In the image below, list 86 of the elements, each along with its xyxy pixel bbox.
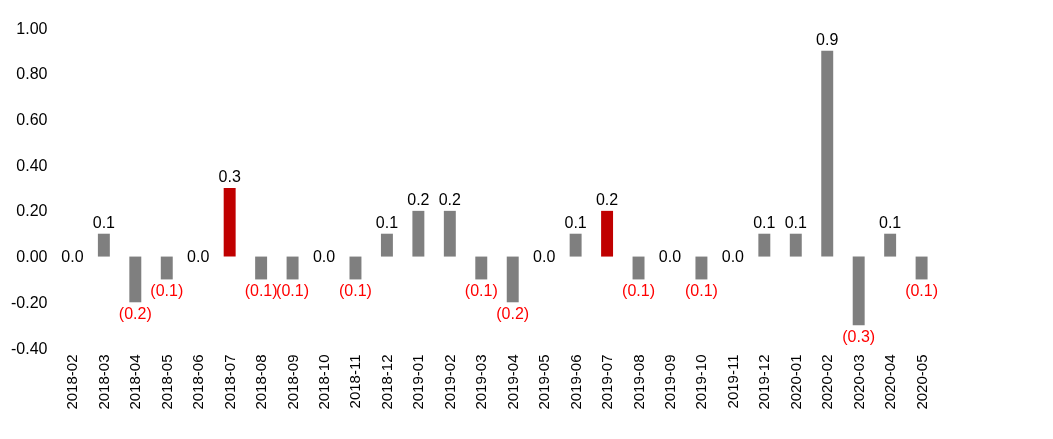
bar: [884, 233, 897, 257]
x-tick-label: 2019-11: [723, 354, 741, 409]
bar: [852, 256, 865, 326]
x-tick-label: 2018-09: [283, 354, 301, 410]
bar: [601, 210, 614, 257]
x-tick-label: 2019-12: [755, 354, 773, 410]
y-tick-label: 1.00: [16, 19, 48, 37]
bar: [821, 50, 834, 257]
data-label: 0.2: [595, 190, 619, 208]
y-tick-label: 0.20: [16, 202, 48, 220]
bar: [758, 233, 771, 257]
x-tick-label: 2018-11: [346, 354, 364, 409]
bar: [789, 233, 802, 257]
bar: [223, 188, 236, 257]
data-label: 0.1: [375, 213, 399, 231]
data-label: (0.1): [244, 282, 278, 300]
x-tick-label: 2020-05: [912, 354, 930, 410]
x-tick-label: 2020-04: [881, 354, 899, 410]
bar: [349, 256, 362, 280]
data-label: (0.1): [464, 282, 498, 300]
data-label: (0.2): [118, 305, 152, 323]
bar: [286, 256, 299, 280]
x-tick-label: 2018-04: [126, 354, 144, 410]
data-label: (0.1): [339, 282, 372, 300]
x-tick-label: 2018-12: [377, 354, 395, 410]
data-label: 0.1: [879, 213, 902, 231]
bar: [412, 210, 425, 257]
x-tick-label: 2018-10: [315, 354, 333, 410]
data-label: (0.3): [842, 328, 876, 346]
x-tick-label: 2018-08: [252, 354, 270, 410]
x-tick-label: 2020-02: [818, 354, 836, 410]
x-tick-label: 2018-05: [157, 354, 175, 410]
x-tick-label: 2019-09: [660, 354, 678, 410]
data-label: 0.1: [784, 213, 807, 231]
data-label: 0.0: [312, 247, 336, 265]
x-tick-label: 2019-01: [409, 354, 427, 410]
bar: [380, 233, 393, 257]
data-label: (0.1): [905, 282, 939, 300]
data-label: 0.0: [658, 247, 682, 265]
data-label: 0.2: [407, 190, 430, 208]
data-label: 0.0: [61, 247, 84, 265]
data-label: 0.3: [218, 168, 241, 185]
data-label: 0.1: [92, 213, 116, 231]
data-label: (0.1): [276, 282, 310, 300]
x-tick-label: 2019-03: [472, 354, 490, 410]
x-tick-label: 2019-07: [598, 354, 616, 410]
data-label: 0.0: [721, 247, 745, 265]
x-tick-label: 2019-08: [629, 354, 647, 410]
x-tick-label: 2019-06: [566, 354, 584, 410]
y-tick-label: -0.20: [11, 293, 48, 311]
data-label: (0.1): [684, 282, 718, 300]
x-tick-label: 2020-03: [849, 354, 867, 410]
data-label: 0.0: [533, 247, 556, 265]
bar: [255, 256, 268, 280]
y-tick-label: -0.40: [11, 339, 48, 357]
x-tick-label: 2018-02: [63, 354, 81, 410]
bar: [443, 210, 456, 257]
data-label: 0.1: [753, 213, 776, 231]
y-tick-label: 0.40: [16, 156, 48, 174]
x-tick-label: 2019-05: [535, 354, 553, 410]
bar: [569, 233, 582, 257]
x-tick-label: 2018-03: [94, 354, 112, 410]
bar: [506, 256, 519, 303]
data-label: 0.0: [187, 247, 210, 265]
data-label: 0.2: [438, 190, 462, 208]
data-label: (0.1): [622, 282, 655, 300]
data-label: 0.9: [816, 30, 839, 48]
bar: [160, 256, 173, 280]
bar: [632, 256, 645, 280]
bar: [915, 256, 928, 280]
x-tick-label: 2018-06: [189, 354, 207, 410]
x-tick-label: 2020-01: [786, 354, 804, 410]
y-tick-label: 0.60: [16, 110, 48, 128]
x-tick-label: 2019-10: [692, 354, 710, 410]
data-label: (0.1): [150, 282, 184, 300]
bar: [695, 256, 708, 280]
x-tick-label: 2019-02: [440, 354, 458, 410]
y-tick-label: 0.00: [16, 248, 48, 266]
x-tick-label: 2019-04: [503, 354, 521, 410]
x-tick-label: 2018-07: [220, 354, 238, 410]
data-label: (0.2): [496, 305, 530, 323]
data-label: 0.1: [564, 213, 587, 231]
bar: [475, 256, 488, 280]
bar: [97, 233, 110, 257]
bar: [129, 256, 142, 303]
y-tick-label: 0.80: [16, 65, 48, 83]
